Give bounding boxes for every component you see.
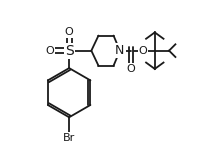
Text: O: O [127, 64, 135, 74]
Text: S: S [65, 44, 73, 58]
Text: O: O [46, 46, 54, 56]
Text: O: O [138, 46, 147, 56]
Text: O: O [65, 27, 73, 37]
Text: Br: Br [63, 133, 75, 143]
Text: N: N [115, 44, 125, 57]
